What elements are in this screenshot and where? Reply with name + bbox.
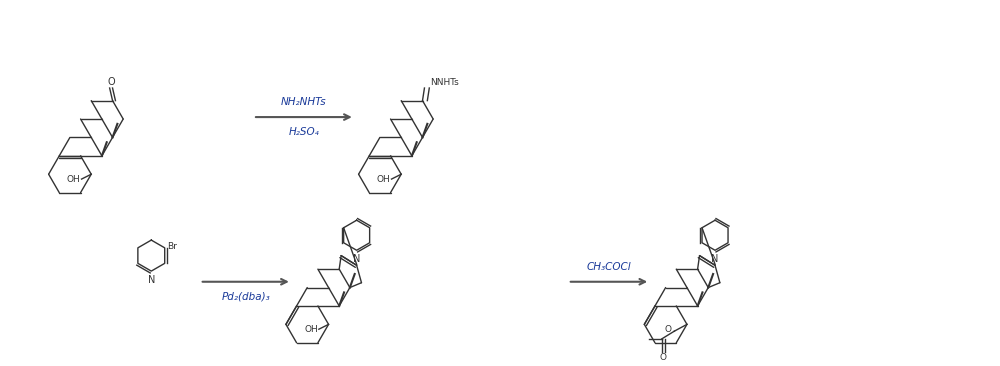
Text: H₂SO₄: H₂SO₄ xyxy=(288,127,319,137)
Text: OH: OH xyxy=(377,175,391,184)
Text: Br: Br xyxy=(168,242,177,251)
Text: NNHTs: NNHTs xyxy=(430,78,459,87)
Text: N: N xyxy=(711,254,719,264)
Text: NH₂NHTs: NH₂NHTs xyxy=(281,97,327,107)
Text: OH: OH xyxy=(304,325,318,334)
Text: O: O xyxy=(108,77,115,87)
Text: CH₃COCl: CH₃COCl xyxy=(587,262,631,272)
Text: O: O xyxy=(664,325,671,334)
Text: OH: OH xyxy=(67,175,81,184)
Text: Pd₂(dba)₃: Pd₂(dba)₃ xyxy=(221,291,270,302)
Text: O: O xyxy=(660,354,667,362)
Text: N: N xyxy=(148,275,155,285)
Text: N: N xyxy=(353,254,360,264)
